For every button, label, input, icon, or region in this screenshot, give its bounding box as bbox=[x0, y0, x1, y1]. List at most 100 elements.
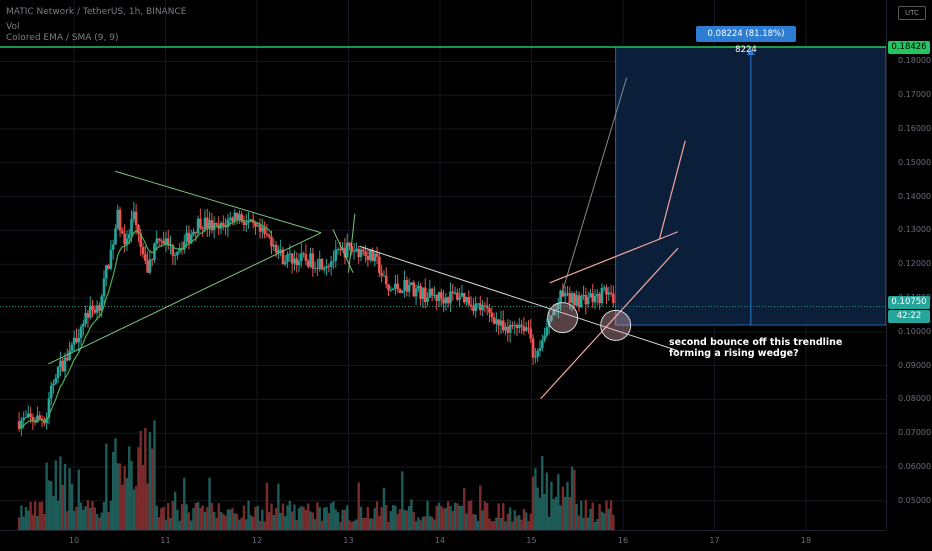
volume-bar bbox=[382, 487, 386, 530]
volume-bar bbox=[118, 463, 122, 530]
volume-bar bbox=[469, 500, 473, 530]
descending-trendline[interactable] bbox=[359, 245, 679, 352]
candle-body bbox=[366, 255, 370, 260]
volume-bar bbox=[242, 505, 246, 530]
candle-body bbox=[609, 292, 613, 294]
volume-bar bbox=[277, 483, 280, 530]
volume-bar bbox=[82, 509, 85, 530]
volume-bar bbox=[609, 500, 613, 530]
volume-bar bbox=[403, 509, 406, 530]
projection-line[interactable] bbox=[560, 77, 628, 298]
wedge-breakout-projection[interactable] bbox=[659, 140, 686, 239]
volume-bar bbox=[86, 500, 90, 530]
price-tick: 0.16000 bbox=[898, 123, 932, 133]
small-flag-line-2[interactable] bbox=[348, 213, 356, 273]
rising-wedge-lower[interactable] bbox=[540, 247, 679, 400]
candle-body bbox=[17, 421, 21, 429]
candle-body bbox=[442, 298, 445, 304]
volume-bar bbox=[465, 513, 468, 530]
volume-bar bbox=[497, 503, 500, 530]
price-axis[interactable] bbox=[886, 0, 932, 530]
volume-bar bbox=[169, 517, 172, 530]
annotation-text[interactable]: second bounce off this trendline forming… bbox=[669, 337, 842, 359]
volume-bar bbox=[72, 511, 76, 530]
volume-bar bbox=[412, 512, 415, 530]
volume-bar bbox=[368, 518, 372, 530]
timezone-button[interactable]: UTC bbox=[898, 6, 926, 20]
volume-bar bbox=[421, 516, 425, 530]
volume-bar bbox=[238, 519, 241, 530]
volume-bar bbox=[178, 520, 181, 530]
volume-bar bbox=[125, 478, 129, 530]
candle-body bbox=[279, 249, 282, 251]
volume-bar bbox=[582, 517, 585, 530]
candle-body bbox=[263, 227, 266, 234]
volume-bar bbox=[91, 501, 94, 530]
triangle-lower-trendline[interactable] bbox=[48, 232, 322, 365]
annotation-line-1: second bounce off this trendline bbox=[669, 337, 843, 348]
volume-bar bbox=[529, 513, 532, 530]
volume-bar bbox=[511, 521, 514, 530]
volume-bar bbox=[22, 516, 25, 530]
candle-body bbox=[205, 217, 209, 229]
volume-bar bbox=[24, 506, 28, 530]
bounce-circle-1[interactable] bbox=[547, 302, 579, 334]
volume-bar bbox=[146, 483, 149, 530]
bounce-circle-2[interactable] bbox=[600, 309, 632, 341]
candle-body bbox=[497, 319, 500, 326]
candle-body bbox=[531, 338, 535, 358]
volume-bar bbox=[554, 496, 558, 530]
candle-body bbox=[100, 296, 104, 311]
volume-bar bbox=[311, 512, 315, 530]
candle-body bbox=[31, 416, 35, 422]
candle-body bbox=[49, 385, 53, 399]
triangle-upper-trendline[interactable] bbox=[115, 170, 322, 234]
volume-bar bbox=[561, 486, 565, 530]
time-tick: 11 bbox=[160, 536, 171, 545]
volume-bar bbox=[463, 488, 466, 530]
candle-body bbox=[192, 231, 195, 235]
candle-body bbox=[327, 266, 331, 268]
volume-bar bbox=[446, 501, 450, 530]
volume-bar bbox=[580, 500, 583, 530]
volume-bar bbox=[534, 468, 537, 530]
candle-body bbox=[384, 275, 388, 285]
volume-bar bbox=[36, 515, 39, 530]
trendlines[interactable] bbox=[48, 77, 686, 400]
candle-body bbox=[22, 417, 25, 421]
price-tick: 0.12000 bbox=[898, 259, 932, 269]
candle-body bbox=[61, 360, 64, 372]
candle-body bbox=[600, 287, 604, 304]
time-tick: 13 bbox=[343, 536, 354, 545]
volume-bar bbox=[217, 503, 220, 530]
time-axis[interactable] bbox=[0, 530, 886, 551]
volume-bar bbox=[515, 516, 519, 530]
volume-bar bbox=[481, 510, 484, 530]
candle-body bbox=[123, 233, 126, 245]
candle-body bbox=[265, 233, 269, 235]
volume-bar bbox=[543, 494, 546, 530]
volume-bar bbox=[341, 509, 344, 530]
candle-body bbox=[405, 280, 409, 292]
volume-bar bbox=[89, 507, 92, 530]
candle-body bbox=[79, 326, 83, 338]
volume-bar bbox=[17, 517, 21, 530]
candle-body bbox=[458, 296, 461, 300]
volume-bar bbox=[508, 507, 512, 530]
candle-body bbox=[274, 244, 278, 253]
volume-bar bbox=[77, 469, 80, 530]
volume-bar bbox=[348, 520, 351, 530]
volume-bar bbox=[139, 430, 142, 530]
rising-wedge-upper[interactable] bbox=[549, 231, 679, 284]
volume-bar bbox=[524, 512, 528, 530]
volume-bar bbox=[226, 509, 230, 530]
volume-bar bbox=[485, 502, 489, 530]
volume-bar bbox=[327, 513, 331, 530]
candle-body bbox=[483, 305, 487, 307]
candle-body bbox=[586, 297, 590, 305]
candle-body bbox=[187, 232, 191, 243]
volume-bar bbox=[428, 516, 432, 530]
volume-bar bbox=[137, 447, 140, 530]
candle-body bbox=[185, 232, 188, 242]
